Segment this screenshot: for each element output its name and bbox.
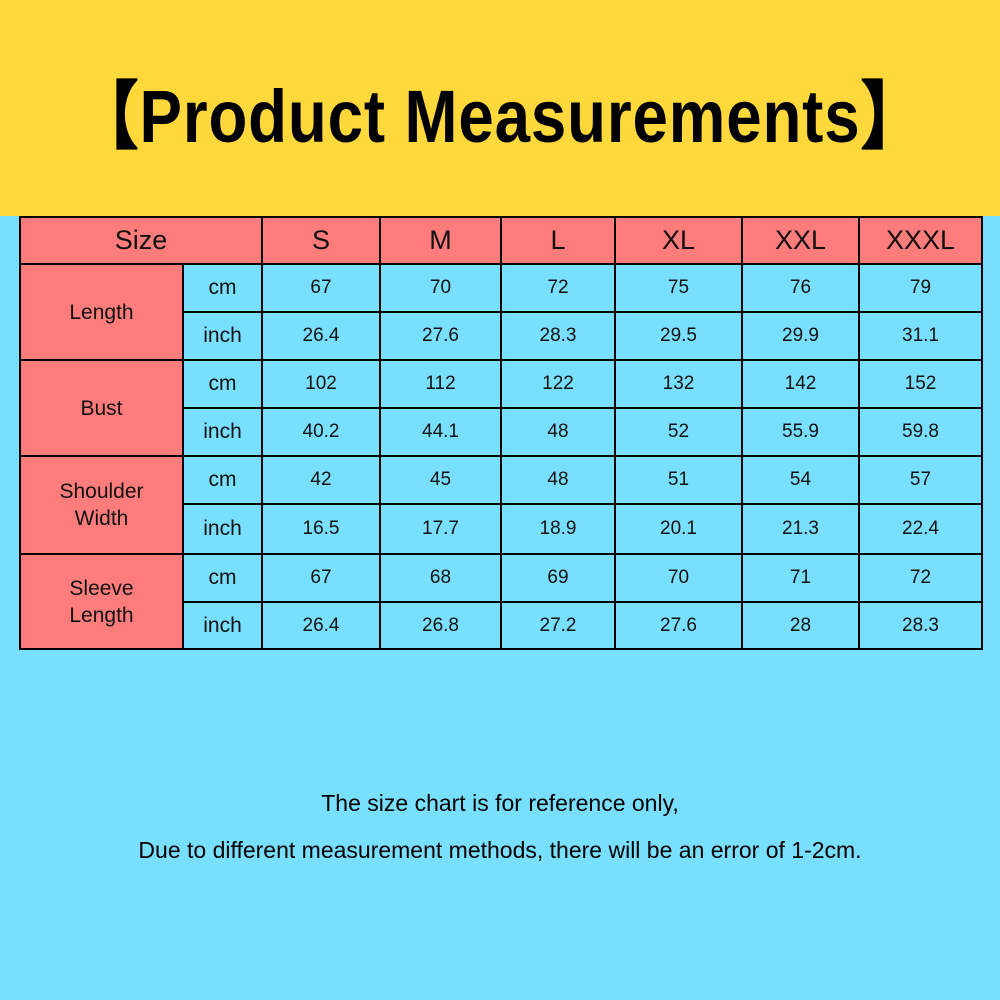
- unit-label: inch: [182, 311, 263, 361]
- value-cell: 70: [379, 263, 502, 313]
- page-title: 【Product Measurements】: [75, 75, 925, 158]
- value-cell: 26.4: [261, 311, 381, 361]
- value-cell: 28.3: [858, 601, 983, 650]
- value-cell: 112: [379, 359, 502, 409]
- footer-note-2: Due to different measurement methods, th…: [138, 837, 862, 863]
- value-cell: 67: [261, 263, 381, 313]
- value-cell: 48: [500, 455, 616, 505]
- measurement-label: Bust: [19, 359, 184, 457]
- value-cell: 142: [741, 359, 860, 409]
- value-cell: 79: [858, 263, 983, 313]
- value-cell: 31.1: [858, 311, 983, 361]
- unit-label: inch: [182, 503, 263, 555]
- value-cell: 29.5: [614, 311, 743, 361]
- value-cell: 54: [741, 455, 860, 505]
- table-row: Sleeve Length cm 67 68 69 70 71 72: [19, 553, 983, 650]
- value-cell: 67: [261, 553, 381, 603]
- value-cell: 57: [858, 455, 983, 505]
- value-cell: 152: [858, 359, 983, 409]
- value-cell: 69: [500, 553, 616, 603]
- table-row: inch 16.5 17.7 18.9 20.1 21.3 22.4: [20, 503, 983, 555]
- table-row: Shoulder Width cm 42 45 48 51 54 57: [19, 455, 983, 555]
- value-cell: 27.6: [379, 311, 502, 361]
- header-row: Size S M L XL XXL XXXL: [19, 216, 983, 265]
- value-cell: 72: [500, 263, 616, 313]
- unit-label: cm: [182, 359, 263, 409]
- value-cell: 27.6: [614, 601, 743, 650]
- measurement-label: Shoulder Width: [19, 455, 184, 555]
- size-column-header: XL: [614, 216, 743, 265]
- unit-label: cm: [182, 263, 263, 313]
- size-chart-table: Size S M L XL XXL XXXL Length cm 67 70 72 75 76 79 inch…: [19, 216, 983, 650]
- unit-label: cm: [182, 455, 263, 505]
- value-cell: 16.5: [261, 503, 381, 555]
- value-cell: 70: [614, 553, 743, 603]
- value-cell: 20.1: [614, 503, 743, 555]
- table-row: inch 26.4 27.6 28.3 29.5 29.9 31.1: [20, 311, 983, 361]
- value-cell: 18.9: [500, 503, 616, 555]
- value-cell: 44.1: [379, 407, 502, 457]
- value-cell: 21.3: [741, 503, 860, 555]
- value-cell: 27.2: [500, 601, 616, 650]
- value-cell: 40.2: [261, 407, 381, 457]
- size-header: Size: [19, 216, 263, 265]
- unit-label: cm: [182, 553, 263, 603]
- value-cell: 29.9: [741, 311, 860, 361]
- unit-label: inch: [182, 407, 263, 457]
- measurement-label: Sleeve Length: [19, 553, 184, 650]
- value-cell: 59.8: [858, 407, 983, 457]
- unit-label: inch: [182, 601, 263, 650]
- table-row: inch 26.4 26.8 27.2 27.6 28 28.3: [20, 601, 983, 650]
- value-cell: 71: [741, 553, 860, 603]
- footer-note-1: The size chart is for reference only,: [321, 790, 679, 816]
- value-cell: 26.4: [261, 601, 381, 650]
- value-cell: 52: [614, 407, 743, 457]
- size-column-header: S: [261, 216, 381, 265]
- value-cell: 51: [614, 455, 743, 505]
- size-column-header: XXXL: [858, 216, 983, 265]
- table-row: Length cm 67 70 72 75 76 79: [19, 263, 983, 361]
- value-cell: 68: [379, 553, 502, 603]
- value-cell: 22.4: [858, 503, 983, 555]
- value-cell: 76: [741, 263, 860, 313]
- value-cell: 42: [261, 455, 381, 505]
- value-cell: 26.8: [379, 601, 502, 650]
- value-cell: 17.7: [379, 503, 502, 555]
- value-cell: 45: [379, 455, 502, 505]
- value-cell: 132: [614, 359, 743, 409]
- value-cell: 122: [500, 359, 616, 409]
- table-row: inch 40.2 44.1 48 52 55.9 59.8: [20, 407, 983, 457]
- value-cell: 72: [858, 553, 983, 603]
- value-cell: 55.9: [741, 407, 860, 457]
- value-cell: 102: [261, 359, 381, 409]
- size-column-header: M: [379, 216, 502, 265]
- value-cell: 75: [614, 263, 743, 313]
- size-column-header: XXL: [741, 216, 860, 265]
- value-cell: 28.3: [500, 311, 616, 361]
- value-cell: 48: [500, 407, 616, 457]
- table-row: Bust cm 102 112 122 132 142 152: [19, 359, 983, 457]
- value-cell: 28: [741, 601, 860, 650]
- measurement-label: Length: [19, 263, 184, 361]
- title-banner: [0, 0, 1000, 216]
- size-column-header: L: [500, 216, 616, 265]
